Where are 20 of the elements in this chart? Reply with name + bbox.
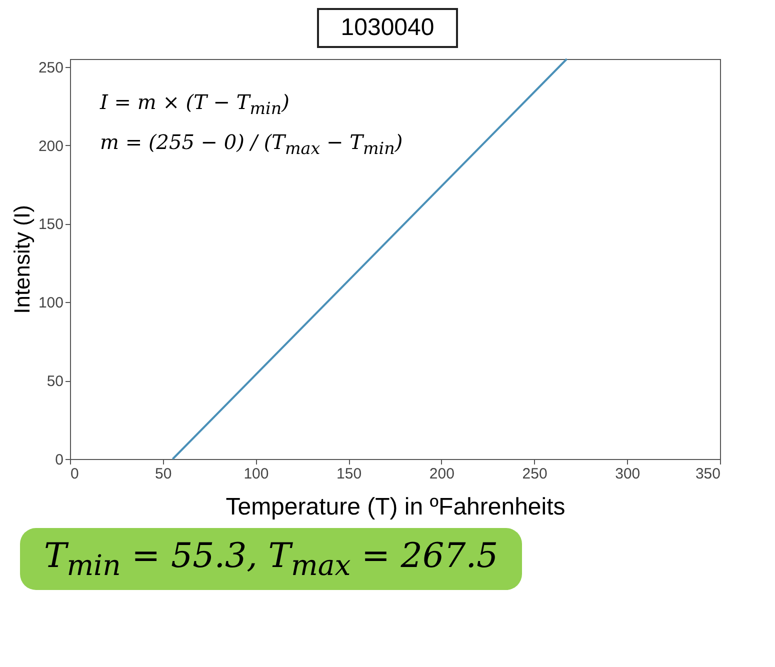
x-tick-label: 350 bbox=[695, 466, 720, 482]
x-tick-label: 50 bbox=[155, 466, 172, 482]
y-tick-label: 50 bbox=[46, 373, 64, 390]
annotation: I = m × (T − T$_{min}$) bbox=[100, 89, 290, 120]
x-tick-label: 0 bbox=[70, 466, 79, 482]
y-tick-label: 0 bbox=[55, 452, 64, 468]
annotation: m = (255 − 0) / (T$_{max}$ − T$_{min}$) bbox=[100, 129, 403, 160]
x-tick-label: 200 bbox=[429, 466, 454, 482]
y-tick-label: 150 bbox=[38, 216, 64, 234]
x-tick-label: 300 bbox=[615, 466, 640, 482]
x-tick-label: 100 bbox=[244, 466, 269, 482]
x-tick-label: 150 bbox=[336, 466, 362, 482]
text: T$_{min}$ = 55.3, T$_{max}$ = 267.5 bbox=[20, 528, 522, 590]
x-axis-title: Temperature (T) in ºFahrenheits bbox=[226, 494, 566, 520]
y-axis-title: Intensity (I) bbox=[9, 205, 34, 314]
y-tick-label: 250 bbox=[38, 59, 64, 76]
x-tick-label: 250 bbox=[522, 466, 548, 482]
y-tick-label: 200 bbox=[38, 138, 64, 155]
y-tick-label: 100 bbox=[38, 294, 64, 312]
chart-title: 1030040 bbox=[316, 8, 458, 48]
